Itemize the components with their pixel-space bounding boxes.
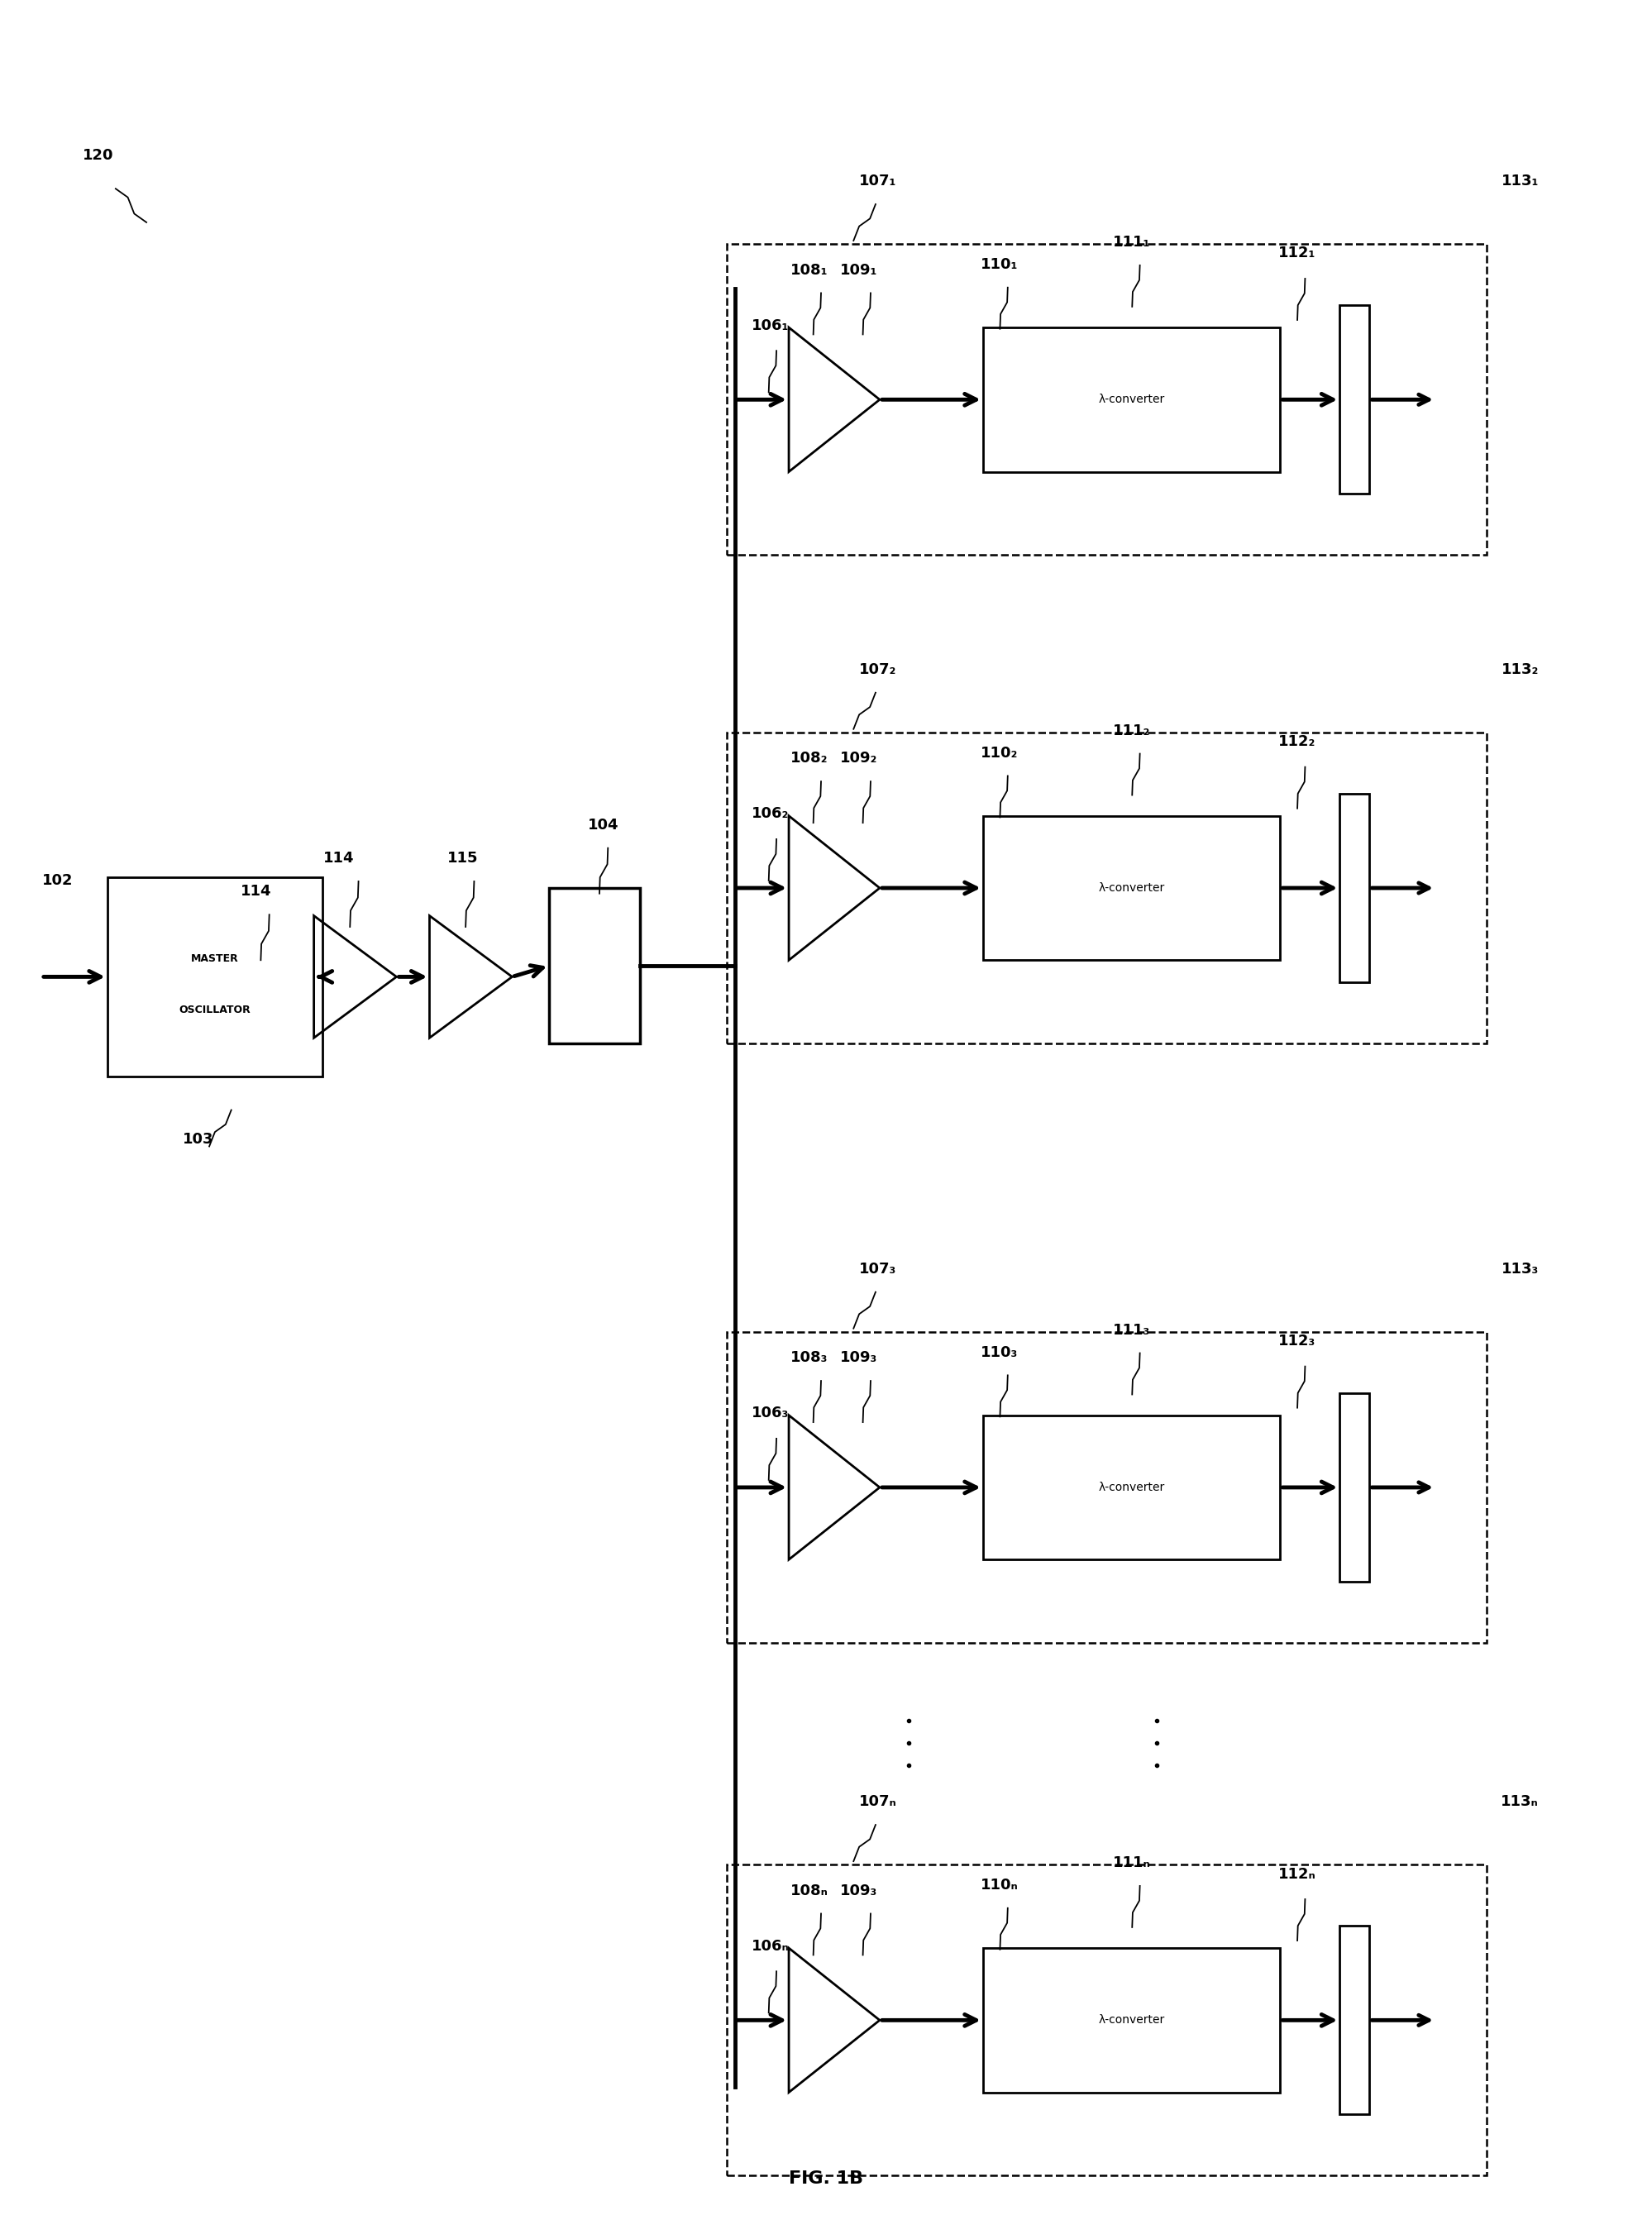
Text: 106₁: 106₁: [752, 317, 790, 333]
Text: MASTER: MASTER: [192, 955, 238, 963]
Text: 110₁: 110₁: [981, 258, 1018, 273]
Bar: [1340, 306, 1370, 495]
Text: 110₃: 110₃: [981, 1345, 1018, 1359]
Bar: [1340, 1394, 1370, 1581]
Text: 110ₙ: 110ₙ: [981, 1878, 1018, 1891]
Bar: [983, 817, 1280, 959]
Text: 114: 114: [324, 850, 354, 866]
Text: FIG. 1B: FIG. 1B: [788, 2171, 864, 2187]
Text: 115: 115: [448, 850, 477, 866]
Text: 107₃: 107₃: [859, 1261, 897, 1276]
Text: OSCILLATOR: OSCILLATOR: [178, 1006, 251, 1015]
Bar: [727, 733, 1487, 1043]
Text: 107₂: 107₂: [859, 662, 897, 677]
Text: λ-converter: λ-converter: [1099, 881, 1165, 895]
Text: 108₁: 108₁: [791, 262, 828, 278]
Text: 111₁: 111₁: [1113, 235, 1150, 251]
Text: 109₁: 109₁: [841, 262, 877, 278]
Text: 111ₙ: 111ₙ: [1113, 1856, 1150, 1869]
Text: 113₃: 113₃: [1502, 1261, 1538, 1276]
Text: 102: 102: [43, 872, 73, 888]
Text: 104: 104: [588, 817, 618, 832]
Text: 103: 103: [183, 1132, 213, 1148]
Text: 108₂: 108₂: [791, 750, 828, 766]
Text: 106₂: 106₂: [752, 806, 790, 821]
Text: 114: 114: [241, 884, 271, 899]
Text: 108₃: 108₃: [791, 1350, 828, 1365]
Text: 112₃: 112₃: [1279, 1334, 1315, 1348]
Text: 110₂: 110₂: [981, 746, 1018, 761]
Text: 108ₙ: 108ₙ: [791, 1883, 828, 1898]
Text: 111₂: 111₂: [1113, 724, 1150, 737]
Bar: [983, 1949, 1280, 2091]
Bar: [983, 326, 1280, 473]
Text: 113ₙ: 113ₙ: [1502, 1794, 1538, 1809]
Text: λ-converter: λ-converter: [1099, 393, 1165, 406]
Bar: [727, 1332, 1487, 1643]
Text: 109₂: 109₂: [841, 750, 877, 766]
Bar: [107, 877, 322, 1077]
Text: 120: 120: [83, 149, 114, 162]
Text: 107ₙ: 107ₙ: [859, 1794, 897, 1809]
Text: λ-converter: λ-converter: [1099, 1481, 1165, 1494]
Text: 113₁: 113₁: [1502, 173, 1538, 189]
Text: 109₃: 109₃: [841, 1350, 877, 1365]
Bar: [548, 888, 639, 1043]
Bar: [727, 244, 1487, 555]
Text: 112₂: 112₂: [1279, 735, 1315, 750]
Bar: [1340, 1925, 1370, 2113]
Text: 107₁: 107₁: [859, 173, 897, 189]
Bar: [1340, 795, 1370, 981]
Text: λ-converter: λ-converter: [1099, 2014, 1165, 2027]
Text: 106ₙ: 106ₙ: [752, 1938, 790, 1954]
Text: 111₃: 111₃: [1113, 1323, 1150, 1336]
Text: 106₃: 106₃: [752, 1405, 790, 1421]
Bar: [727, 1865, 1487, 2176]
Text: 109₃: 109₃: [841, 1883, 877, 1898]
Bar: [983, 1416, 1280, 1561]
Text: 112₁: 112₁: [1279, 246, 1315, 262]
Text: 113₂: 113₂: [1502, 662, 1538, 677]
Text: 112ₙ: 112ₙ: [1279, 1867, 1315, 1883]
